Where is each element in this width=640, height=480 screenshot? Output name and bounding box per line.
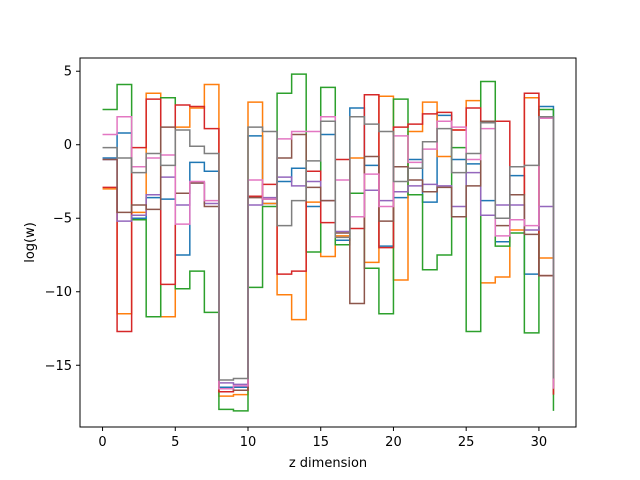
y-tick-label: 0 (64, 138, 72, 153)
y-tick-label: −10 (45, 285, 72, 300)
x-tick-label: 5 (171, 435, 179, 450)
series-line-8 (102, 116, 555, 381)
x-tick-label: 20 (385, 435, 402, 450)
series-layer (102, 73, 555, 412)
y-tick-label: −5 (53, 212, 72, 227)
y-axis-label: log(w) (23, 222, 38, 263)
y-tick-label: −15 (45, 359, 72, 374)
y-tick-label: 5 (64, 65, 72, 80)
plot-frame (79, 57, 577, 428)
x-tick-label: 25 (458, 435, 475, 450)
x-tick-label: 10 (240, 435, 257, 450)
x-tick-label: 30 (531, 435, 548, 450)
ticks-layer: 0 5 10 15 20 25 30 5 0 −5 −10 −15 (45, 65, 548, 450)
x-tick-label: 15 (312, 435, 329, 450)
x-tick-label: 0 (98, 435, 106, 450)
x-axis-label: z dimension (289, 456, 367, 471)
